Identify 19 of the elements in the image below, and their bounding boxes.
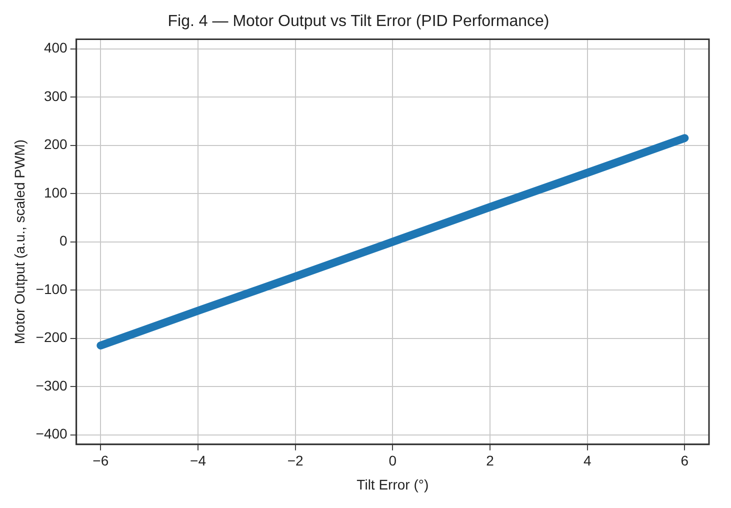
y-tick-label: 100 [44, 184, 68, 200]
y-tick-label: 0 [60, 232, 68, 249]
y-tick-label: 200 [44, 136, 68, 152]
y-tick-label: −200 [36, 329, 68, 346]
y-tick-label: 400 [44, 40, 68, 56]
x-axis-title: Tilt Error (°) [356, 476, 429, 492]
x-tick-label: −4 [190, 452, 206, 469]
x-tick-label: 6 [680, 452, 689, 469]
x-tick-label: 0 [388, 452, 397, 469]
y-tick-label: 300 [44, 88, 68, 104]
x-tick-label: 2 [486, 452, 494, 469]
chart-title: Fig. 4 — Motor Output vs Tilt Error (PID Performance) [168, 13, 550, 30]
x-tick-label: −6 [92, 452, 109, 469]
y-tick-label: −300 [36, 377, 68, 394]
y-tick-label: −100 [36, 280, 68, 297]
y-axis-title: Motor Output (a.u., scaled PWM) [11, 139, 28, 344]
y-tick-label: −400 [36, 426, 68, 442]
x-tick-label: 4 [583, 452, 592, 469]
x-tick-label: −2 [287, 452, 304, 469]
